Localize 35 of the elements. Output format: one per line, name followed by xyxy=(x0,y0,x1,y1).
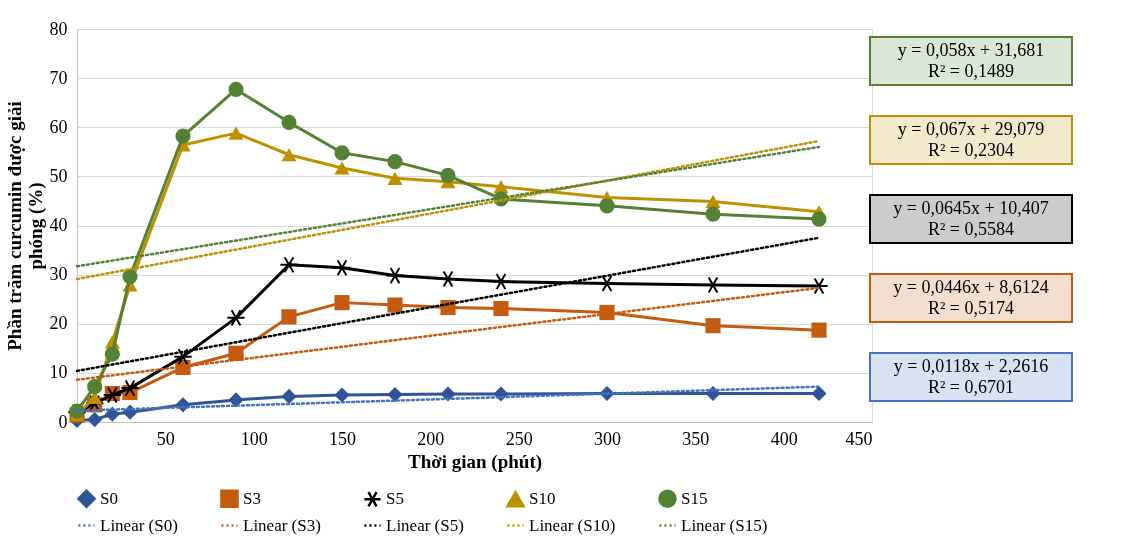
y-tick-label: 70 xyxy=(49,67,68,88)
x-tick-label: 300 xyxy=(594,428,621,449)
legend-label: Linear (S10) xyxy=(529,515,616,535)
x-tick-label: 100 xyxy=(240,428,268,449)
legend-label: S0 xyxy=(100,488,118,508)
legend-label: Linear (S15) xyxy=(681,515,768,535)
legend-label: S10 xyxy=(529,489,556,509)
legend-label: S3 xyxy=(243,488,261,508)
legend-label: Linear (S3) xyxy=(243,515,321,535)
x-tick-label: 450 xyxy=(845,428,873,449)
text: y = 0,0118x + 2,2616 R² = 0,6701 xyxy=(893,356,1049,397)
y-tick-label: 40 xyxy=(49,215,68,235)
x-tick-label: 200 xyxy=(417,428,445,449)
y-tick-label: 20 xyxy=(49,313,68,334)
x-tick-label: 250 xyxy=(505,428,533,449)
x-tick-label: 50 xyxy=(156,428,175,449)
x-tick-label: 400 xyxy=(770,428,798,449)
y-tick-label: 50 xyxy=(49,165,68,186)
y-tick-label: 10 xyxy=(49,362,68,383)
legend-label: Linear (S5) xyxy=(386,515,464,535)
legend-label: S15 xyxy=(681,488,708,508)
y-axis-title: Phần trăm curcumin được giải phóng (%) xyxy=(3,101,47,351)
legend-label: S5 xyxy=(386,489,404,509)
text: y = 0,058x + 31,681 R² = 0,1489 xyxy=(897,40,1045,81)
text: y = 0,0446x + 8,6124 R² = 0,5174 xyxy=(893,277,1049,318)
x-axis-title: Thời gian (phút) xyxy=(407,450,543,473)
legend-label: Linear (S0) xyxy=(100,515,178,535)
text: y = 0,0645x + 10,407 R² = 0,5584 xyxy=(893,198,1049,239)
text: y = 0,067x + 29,079 R² = 0,2304 xyxy=(897,119,1045,160)
y-tick-label: 0 xyxy=(58,411,68,432)
y-tick-label: 30 xyxy=(49,264,68,285)
y-tick-label: 60 xyxy=(49,116,68,137)
x-tick-label: 350 xyxy=(682,428,710,449)
x-tick-label: 150 xyxy=(329,428,356,449)
y-tick-label: 80 xyxy=(49,18,68,39)
